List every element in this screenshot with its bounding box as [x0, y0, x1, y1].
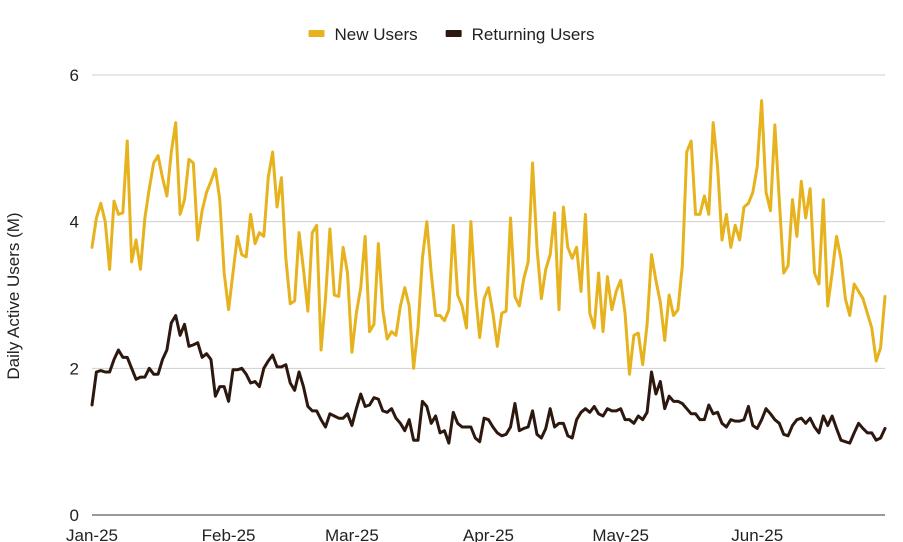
y-axis-title: Daily Active Users (M): [4, 212, 23, 379]
y-tick-label: 0: [70, 506, 79, 525]
legend: New Users Returning Users: [308, 25, 595, 44]
legend-label: New Users: [335, 25, 418, 44]
y-tick-label: 2: [70, 359, 79, 378]
grid-lines: [92, 74, 885, 516]
y-axis-ticks: 0 2 4 6: [70, 66, 79, 525]
legend-item: New Users: [308, 25, 418, 44]
x-tick-label: Jun-25: [731, 526, 783, 542]
series-line: [90, 99, 887, 376]
x-tick-label: May-25: [592, 526, 649, 542]
legend-swatch: [445, 30, 462, 37]
y-tick-label: 6: [70, 66, 79, 85]
legend-swatch: [308, 30, 325, 37]
x-tick-label: Apr-25: [463, 526, 514, 542]
x-tick-label: Mar-25: [325, 526, 379, 542]
series-lines: [90, 99, 887, 445]
y-tick-label: 4: [70, 213, 79, 232]
x-tick-label: Jan-25: [66, 526, 118, 542]
x-tick-label: Feb-25: [202, 526, 256, 542]
series-line: [90, 314, 887, 445]
legend-label: Returning Users: [472, 25, 595, 44]
x-axis-ticks: Jan-25 Feb-25 Mar-25 Apr-25 May-25 Jun-25: [66, 526, 783, 542]
legend-item: Returning Users: [445, 25, 595, 44]
